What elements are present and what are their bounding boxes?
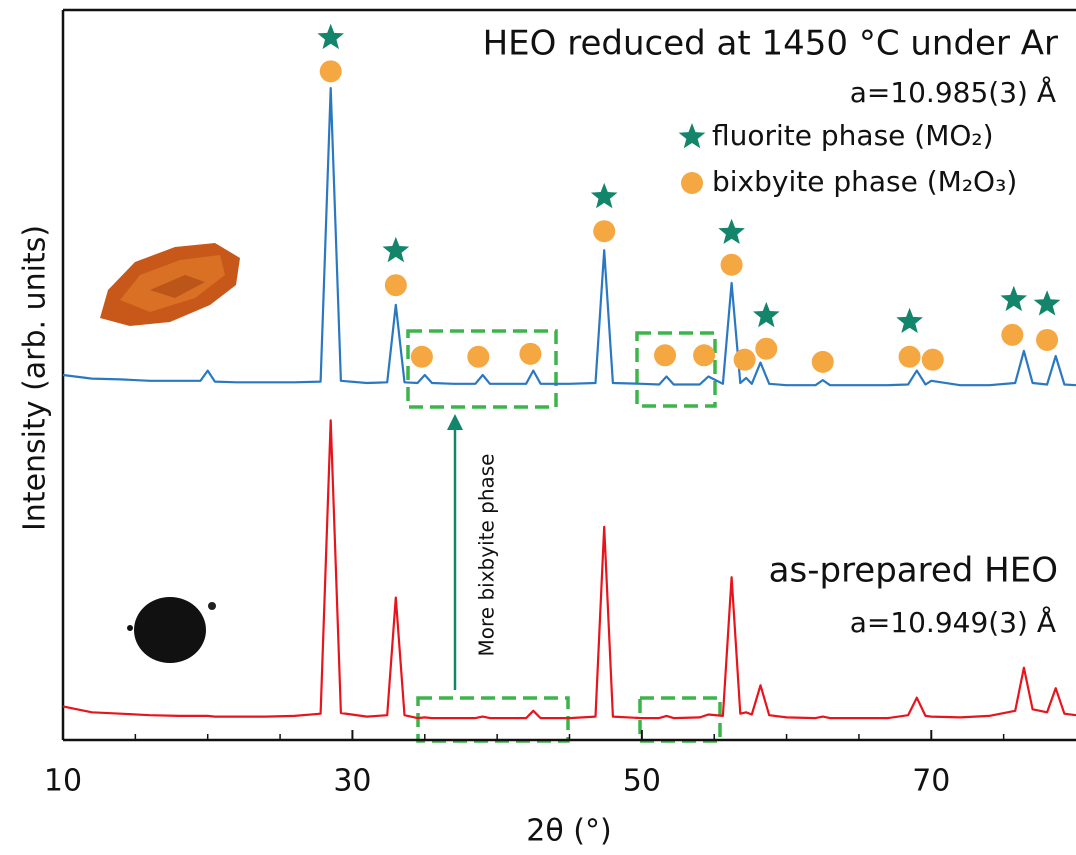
chart: More bixbyite phase Intensity (arb. unit… (0, 0, 1076, 855)
legend-label: bixbyite phase (M₂O₃) (712, 165, 1017, 198)
x-tick-label: 50 (623, 764, 661, 799)
star-marker (718, 219, 745, 244)
circle-marker (721, 254, 743, 276)
circle-marker (755, 338, 777, 360)
highlight-box (408, 331, 556, 407)
reduced-sample-photo (100, 243, 240, 326)
lattice-label: a=10.985(3) Å (850, 75, 1056, 109)
circle-marker (812, 351, 834, 373)
circle-marker (593, 220, 615, 242)
highlight-box (640, 698, 720, 741)
x-tick-label: 30 (333, 764, 371, 799)
y-axis-label: Intensity (arb. units) (18, 225, 53, 531)
page: {"chart_data": { "type": "line", "x_labe… (0, 0, 1076, 855)
series-label: as-prepared HEO (769, 551, 1058, 591)
x-tick-label: 10 (44, 764, 82, 799)
circle-marker (734, 349, 756, 371)
x-tick-label: 70 (912, 764, 950, 799)
lattice-label: a=10.949(3) Å (850, 605, 1056, 639)
circle-marker (385, 274, 407, 296)
arrow (447, 414, 463, 690)
star-marker (1001, 286, 1028, 311)
circle-marker (654, 344, 676, 366)
circle-marker (467, 346, 489, 368)
highlight-box (418, 698, 568, 741)
star-marker (591, 183, 618, 208)
circle-marker (899, 346, 921, 368)
as-prepared-sample-photo (127, 597, 216, 663)
legend-circle (681, 172, 703, 194)
star-marker (753, 302, 780, 327)
series-label: HEO reduced at 1450 °C under Ar (483, 24, 1058, 64)
annotation: More bixbyite phase (475, 454, 499, 657)
star-marker (317, 24, 344, 49)
plot-area: 10 30 50 70 HEO reduced at 1450 °C under Ar a… (44, 10, 1076, 799)
legend-label: fluorite phase (MO₂) (712, 119, 994, 152)
star-marker (1034, 290, 1061, 315)
highlight-box (637, 333, 715, 406)
circle-marker (1036, 329, 1058, 351)
star-marker (896, 308, 923, 333)
circle-marker (519, 343, 541, 365)
circle-marker (411, 346, 433, 368)
circle-marker (1001, 324, 1023, 346)
circle-marker (693, 344, 715, 366)
legend-star (679, 123, 706, 148)
star-marker (383, 237, 410, 262)
circle-marker (320, 60, 342, 82)
x-axis-label: 2θ (°) (526, 814, 611, 849)
circle-marker (922, 349, 944, 371)
